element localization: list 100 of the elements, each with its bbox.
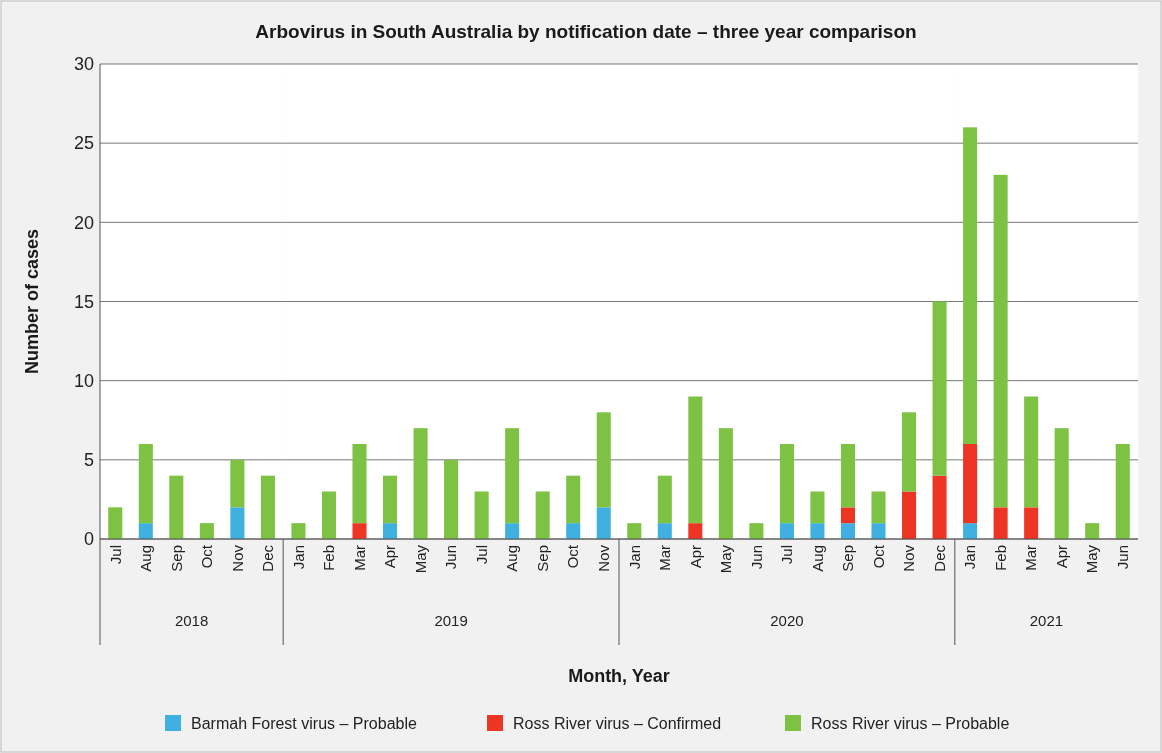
x-tick-label: May xyxy=(717,544,735,574)
bar xyxy=(963,523,978,539)
x-tick-label: Feb xyxy=(320,545,338,571)
x-tick-label: Aug xyxy=(503,545,521,572)
bar xyxy=(993,507,1008,539)
text: Month, Year xyxy=(568,666,670,686)
x-tick-label: Oct xyxy=(198,544,216,569)
bar xyxy=(1115,444,1130,539)
bar xyxy=(596,412,611,508)
bar xyxy=(535,491,550,539)
x-tick-label: Dec xyxy=(930,544,948,572)
x-tick-label: Dec xyxy=(259,544,277,572)
y-tick-label: 0 xyxy=(83,529,94,550)
x-axis-title: 2019 xyxy=(434,612,468,629)
x-axis-title: 2021 xyxy=(1029,612,1064,629)
bar xyxy=(688,396,703,524)
x-tick-label: Oct xyxy=(869,544,887,569)
bar xyxy=(840,523,855,539)
x-tick-label: Apr xyxy=(1052,545,1070,569)
bar xyxy=(413,428,428,539)
x-tick-label: Apr xyxy=(381,545,399,569)
bar xyxy=(718,428,733,539)
bar xyxy=(169,475,184,539)
x-tick-label: Jan xyxy=(625,545,643,570)
legend-label: Ross River virus – Confirmed xyxy=(513,714,722,732)
bar xyxy=(260,475,275,539)
bar xyxy=(840,444,855,508)
y-tick-label: 20 xyxy=(73,212,94,233)
bar xyxy=(383,475,398,524)
bar xyxy=(810,523,825,539)
x-tick-label: Feb xyxy=(991,545,1009,571)
bar xyxy=(779,523,794,539)
bar xyxy=(566,475,581,524)
x-tick-label: Nov xyxy=(900,544,918,572)
bar xyxy=(871,523,886,539)
bar xyxy=(840,507,855,524)
bar xyxy=(444,459,459,539)
bar xyxy=(505,523,520,539)
x-tick-label: Mar xyxy=(350,545,368,571)
y-axis-title: Number of cases xyxy=(22,228,42,375)
y-tick-label: 30 xyxy=(73,54,94,75)
x-axis-title: 2018 xyxy=(174,612,209,629)
bar xyxy=(230,507,245,539)
x-tick-label: Jan xyxy=(289,545,307,570)
x-tick-label: Aug xyxy=(137,545,155,572)
bar xyxy=(657,523,672,539)
chart-title: Arbovirus in South Australia by notification date – three year comparison xyxy=(255,21,917,42)
bar xyxy=(779,444,794,524)
x-tick-label: Sep xyxy=(533,545,551,572)
bar xyxy=(138,523,153,539)
x-tick-label: Sep xyxy=(167,545,185,572)
legend-label: Ross River virus – Probable xyxy=(811,714,1010,732)
bar xyxy=(108,507,123,539)
x-tick-label: May xyxy=(411,544,429,574)
bar xyxy=(657,475,672,524)
bar xyxy=(566,523,581,539)
bar xyxy=(291,523,306,539)
bar xyxy=(963,127,978,444)
bar xyxy=(902,412,917,492)
bar xyxy=(902,491,917,539)
y-tick-label: 25 xyxy=(73,133,94,154)
x-tick-label: Sep xyxy=(839,545,857,572)
x-tick-label: Jan xyxy=(961,545,979,570)
x-tick-label: Nov xyxy=(228,544,246,572)
x-tick-label: Nov xyxy=(594,544,612,572)
bar xyxy=(932,301,947,476)
bar xyxy=(321,491,336,539)
bar xyxy=(1024,507,1039,539)
bar xyxy=(993,174,1008,508)
y-tick-label: 15 xyxy=(73,291,94,312)
bar xyxy=(352,444,367,524)
bar xyxy=(230,459,245,508)
bar xyxy=(474,491,489,539)
x-tick-label: Mar xyxy=(1022,545,1040,571)
bar xyxy=(199,523,214,539)
bar xyxy=(871,491,886,524)
y-tick-label: 5 xyxy=(83,450,94,471)
x-tick-label: Mar xyxy=(656,545,674,571)
bar xyxy=(749,523,764,539)
x-tick-label: Aug xyxy=(808,545,826,572)
bar xyxy=(1054,428,1069,539)
x-tick-label: Jul xyxy=(472,545,490,565)
x-tick-label: Jun xyxy=(442,545,460,570)
x-tick-label: Jul xyxy=(778,545,796,565)
bar xyxy=(138,444,153,524)
legend-label: Barmah Forest virus – Probable xyxy=(191,714,417,732)
bar xyxy=(963,444,978,524)
bar xyxy=(810,491,825,524)
bar xyxy=(688,523,703,539)
bar xyxy=(352,523,367,539)
bar xyxy=(1085,523,1100,539)
bar xyxy=(383,523,398,539)
bar xyxy=(1024,396,1039,508)
x-tick-label: Jun xyxy=(1113,545,1131,570)
x-tick-label: May xyxy=(1083,544,1101,574)
x-tick-label: Jun xyxy=(747,545,765,570)
y-tick-label: 10 xyxy=(73,370,94,391)
x-axis-title: 2020 xyxy=(770,612,804,629)
x-tick-label: Apr xyxy=(686,545,704,569)
bar xyxy=(932,475,947,539)
